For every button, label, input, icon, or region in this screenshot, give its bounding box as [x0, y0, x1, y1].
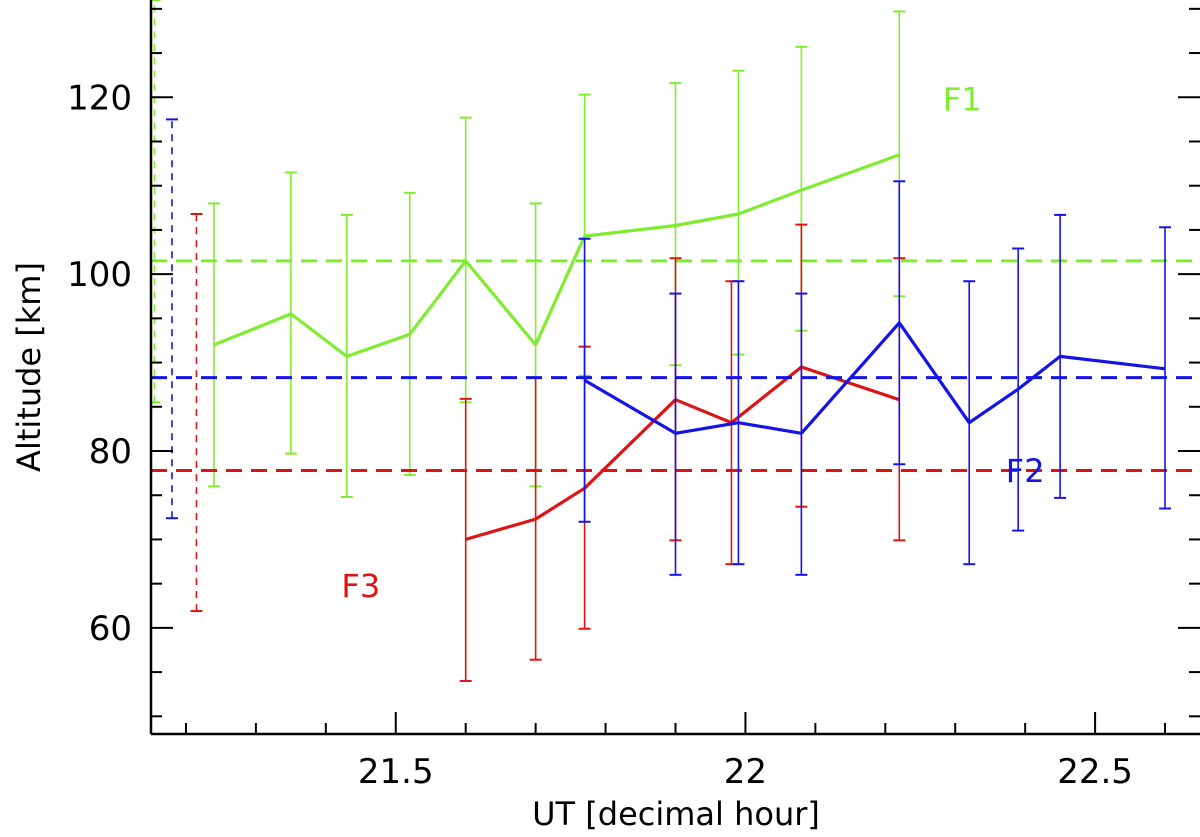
series-f3-line [465, 365, 900, 541]
x-tick-label: 21.5 [358, 752, 434, 792]
plot-area [151, 0, 1200, 682]
y-tick-label: 120 [67, 78, 132, 118]
series-f3-errorbar [459, 397, 472, 682]
series-label-f2: F2 [1006, 452, 1045, 490]
series-label-f3: F3 [341, 567, 380, 605]
x-axis-title: UT [decimal hour] [532, 795, 820, 833]
x-tick-label: 22 [724, 752, 767, 792]
y-axis-title: Altitude [km] [10, 262, 48, 472]
series-f1-line [213, 153, 900, 358]
x-tick-label: 22.5 [1057, 752, 1133, 792]
y-tick-label: 100 [67, 255, 132, 295]
ticks [151, 7, 1200, 734]
series-annotations: F1 F2 F3 [341, 81, 1044, 605]
y-tick-label: 60 [89, 609, 132, 649]
y-tick-label: 80 [89, 432, 132, 472]
series-f2-errorbar [578, 237, 591, 523]
series-f2-mean-errorbar [165, 118, 178, 520]
series-label-f1: F1 [943, 81, 982, 119]
series-f3-mean-errorbar [190, 213, 203, 613]
tick-labels: 21.5 22 22.5 60 80 100 120 [67, 78, 1133, 792]
series-f2-line [583, 321, 1166, 435]
series-f1-mean-errorbar [151, 0, 161, 404]
